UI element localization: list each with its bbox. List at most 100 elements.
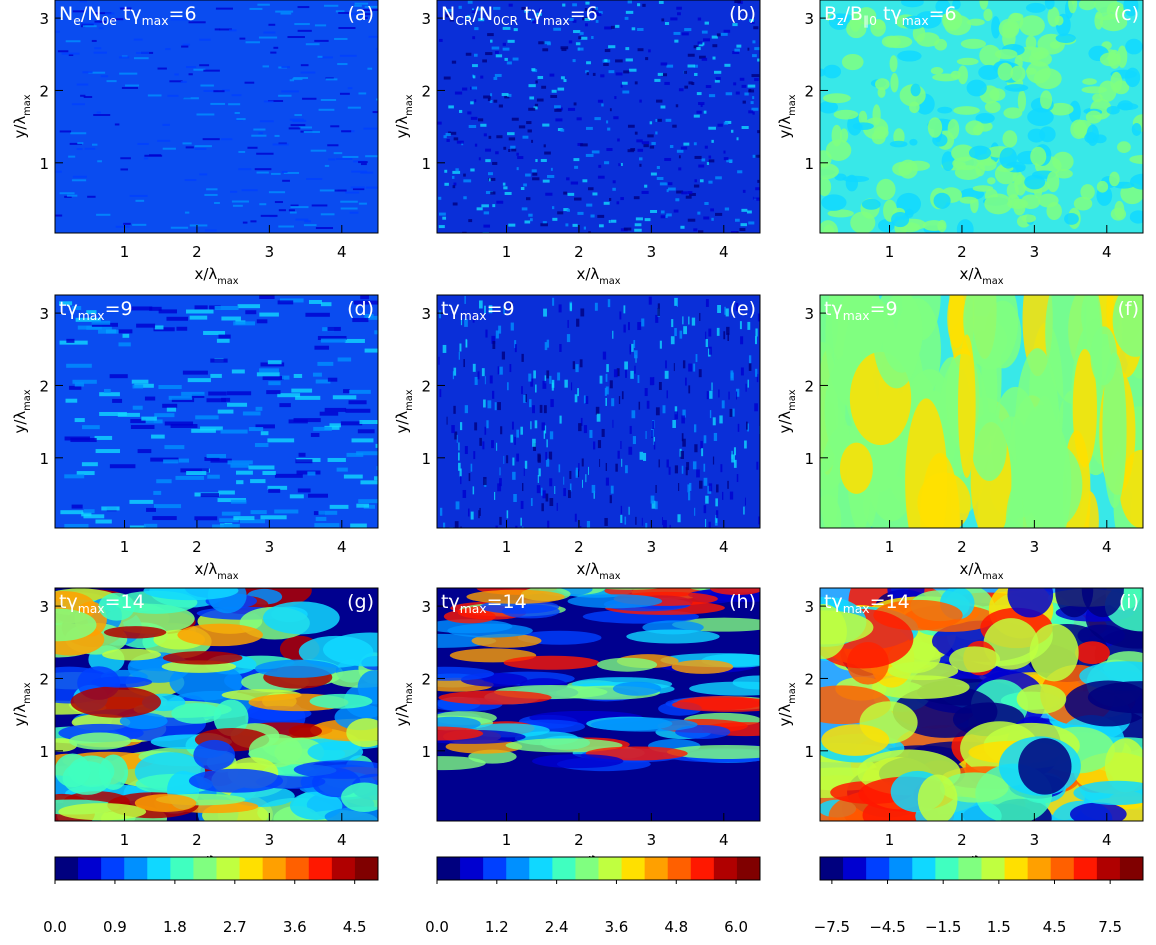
field-texture: [687, 64, 696, 68]
field-texture: [162, 403, 178, 408]
field-texture: [158, 385, 182, 390]
field-texture: [634, 228, 642, 232]
field-texture: [662, 517, 663, 526]
field-texture: [544, 342, 548, 351]
field-texture: [709, 588, 760, 596]
field-texture: [703, 216, 710, 220]
colorbar-tick-label: 2.4: [545, 918, 569, 936]
field: [820, 295, 1143, 528]
field-texture: [750, 20, 755, 24]
colorbar-frame: [54, 856, 379, 881]
field-texture: [594, 117, 601, 121]
field-texture: [715, 77, 721, 81]
field-texture: [189, 315, 208, 320]
field-texture: [351, 438, 374, 443]
field-texture: [605, 462, 608, 471]
field-texture: [600, 74, 605, 78]
field-texture: [137, 449, 152, 454]
field-texture: [606, 364, 609, 373]
field-texture: [628, 446, 633, 455]
field-texture: [543, 41, 551, 45]
field-texture: [635, 354, 637, 363]
field-texture: [143, 523, 158, 528]
field-texture: [130, 419, 154, 424]
field-texture: [620, 440, 622, 449]
field-texture: [120, 7, 132, 10]
field-texture: [55, 30, 60, 33]
field-texture: [520, 426, 523, 435]
field-texture: [618, 396, 621, 405]
field-texture: [724, 207, 730, 211]
field-texture: [531, 139, 534, 143]
field-texture: [1007, 198, 1029, 210]
field-texture: [551, 89, 557, 93]
field-texture: [989, 88, 1006, 101]
field-texture: [540, 487, 543, 496]
field-texture: [681, 415, 685, 424]
field-texture: [329, 423, 341, 428]
field-texture: [615, 72, 623, 76]
field-texture: [937, 106, 953, 114]
field-texture: [497, 402, 501, 411]
field-texture: [557, 211, 564, 215]
field-texture: [260, 362, 285, 367]
field-texture: [215, 7, 233, 10]
field-texture: [589, 429, 593, 438]
field-texture: [703, 110, 707, 114]
field-texture: [572, 3, 577, 7]
field-texture: [657, 118, 662, 122]
field-texture: [1055, 33, 1076, 43]
field-texture: [458, 442, 460, 451]
field-texture: [682, 409, 686, 418]
text-part: x/λ: [576, 265, 599, 283]
field-texture: [621, 391, 624, 400]
field-texture: [723, 121, 729, 125]
field-texture: [591, 150, 600, 154]
field-texture: [295, 218, 309, 221]
panel-label: (d): [347, 298, 374, 320]
field-texture: [509, 301, 513, 310]
field-texture: [660, 210, 665, 214]
field-texture: [583, 425, 588, 434]
field-texture: [68, 54, 74, 57]
field-texture: [566, 334, 571, 343]
colorbar-tick-label: 1.8: [163, 918, 187, 936]
field-texture: [726, 326, 730, 335]
field-texture: [218, 490, 235, 495]
field-texture: [633, 196, 640, 200]
field-texture: [493, 6, 501, 10]
field-texture: [170, 423, 198, 428]
field-texture: [82, 25, 97, 28]
field-texture: [558, 304, 562, 313]
field-texture: [755, 154, 760, 158]
field-texture: [708, 328, 712, 337]
field-texture: [303, 224, 317, 227]
field-texture: [917, 774, 958, 821]
x-tick-label: 1: [885, 538, 895, 556]
field-texture: [453, 137, 459, 141]
field-texture: [716, 33, 721, 37]
field-texture: [226, 402, 248, 407]
field-texture: [474, 27, 479, 31]
field-texture: [930, 67, 944, 75]
field-texture: [633, 339, 636, 348]
field-texture: [55, 608, 97, 642]
field-texture: [238, 168, 252, 171]
panel-label: (e): [729, 298, 756, 320]
field-texture: [121, 86, 139, 89]
field-texture: [106, 80, 117, 83]
field-texture: [550, 167, 553, 171]
colorbar-tick-label: 1.2: [485, 918, 509, 936]
field-texture: [542, 490, 546, 499]
field-texture: [158, 309, 177, 314]
field-texture: [684, 28, 692, 32]
field-texture: [297, 29, 312, 32]
field-texture: [302, 97, 317, 100]
field-texture: [605, 477, 610, 486]
field-texture: [676, 149, 684, 153]
field-texture: [80, 94, 86, 97]
field-texture: [501, 93, 509, 97]
field-texture: [162, 651, 243, 665]
field-texture: [470, 116, 478, 120]
field-texture: [291, 388, 313, 393]
